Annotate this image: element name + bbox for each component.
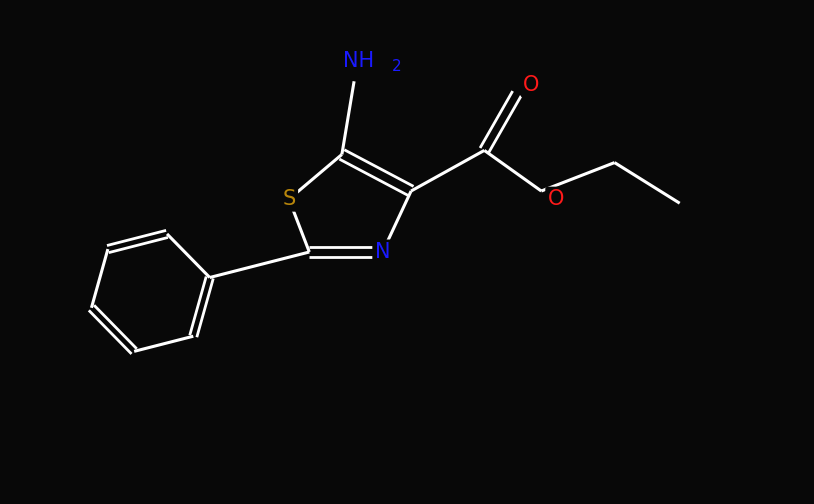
Text: N: N xyxy=(374,242,391,262)
Text: 2: 2 xyxy=(392,59,401,74)
Text: NH: NH xyxy=(343,51,374,71)
Text: O: O xyxy=(523,76,540,95)
Text: S: S xyxy=(282,189,295,209)
Text: O: O xyxy=(548,189,564,209)
